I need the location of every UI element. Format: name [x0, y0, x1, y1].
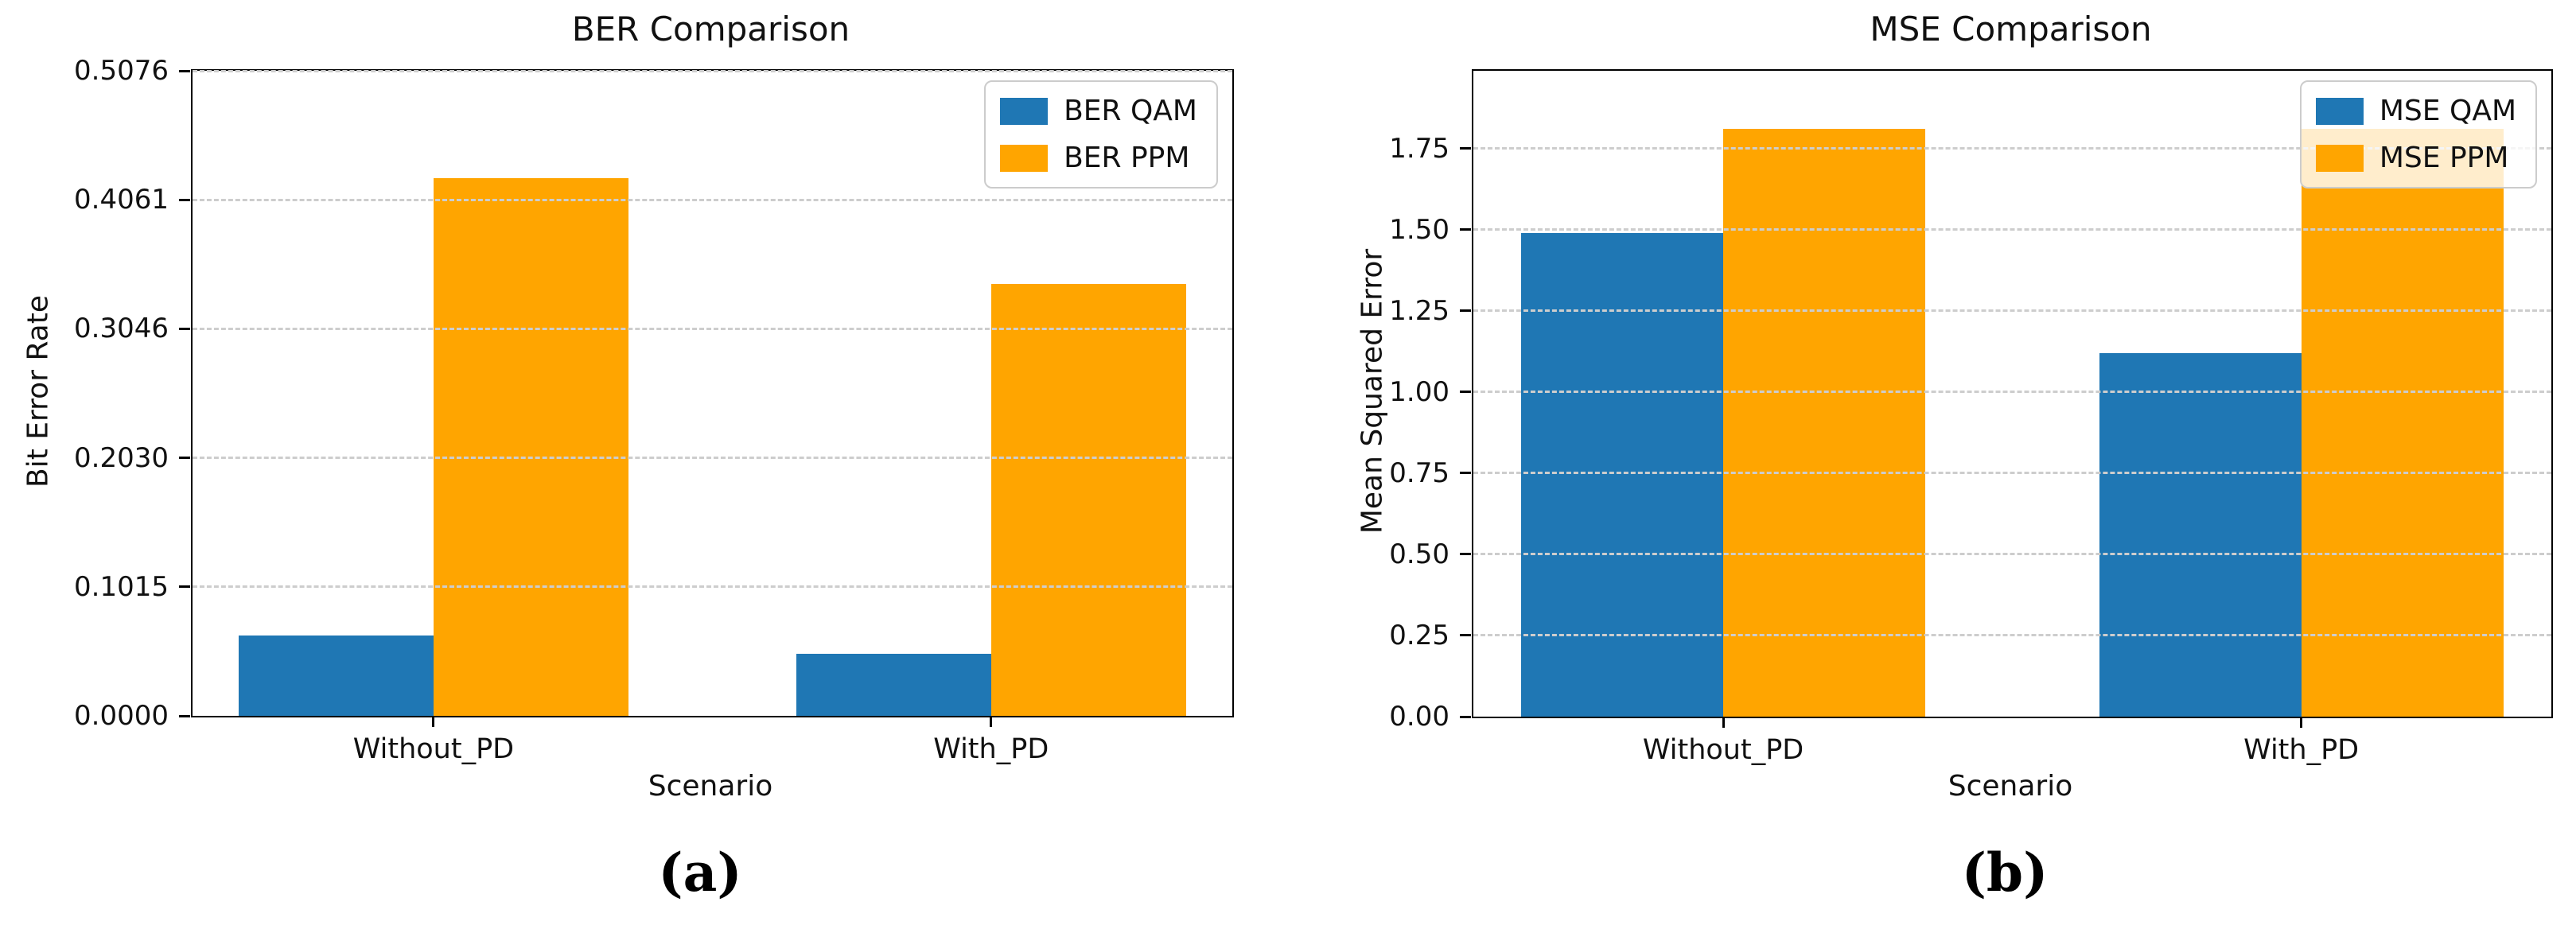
chart-title: MSE Comparison — [1870, 10, 2152, 49]
y-tick-label: 1.75 — [1389, 132, 1449, 165]
bar-mse-qam-with_pd — [2099, 353, 2302, 717]
legend-swatch — [2315, 144, 2364, 172]
y-tick-label: 0.5076 — [74, 55, 169, 87]
legend-label: MSE PPM — [2379, 142, 2509, 174]
y-tick-label: 1.25 — [1389, 294, 1449, 327]
y-tick-mark — [179, 457, 190, 460]
chart-ber: BER Comparison Bit Error Rate 0.0000 0.10… — [22, 10, 1234, 904]
y-tick-mark — [1460, 228, 1471, 231]
gridline — [1473, 634, 2551, 637]
y-tick-label: 0.0000 — [74, 700, 169, 732]
x-tick-mark — [432, 716, 435, 727]
y-tick-label: 0.25 — [1389, 619, 1449, 651]
y-tick-mark — [179, 585, 190, 589]
y-tick-label: 1.00 — [1389, 375, 1449, 408]
y-tick-mark — [1460, 472, 1471, 475]
bar-mse-ppm-with_pd — [2301, 129, 2504, 717]
y-tick-mark — [179, 327, 190, 330]
bar-mse-ppm-without_pd — [1723, 129, 1925, 717]
y-tick-label: 0.4061 — [74, 184, 169, 216]
y-tick-mark — [1460, 391, 1471, 394]
gridline — [1473, 472, 2551, 475]
gridline — [193, 585, 1232, 589]
bar-mse-qam-without_pd — [1521, 233, 1724, 717]
x-tick-label: Without_PD — [352, 733, 515, 765]
y-tick-label: 0.75 — [1389, 457, 1449, 489]
gridline — [1473, 228, 2551, 231]
x-axis-label: Scenario — [1948, 770, 2073, 803]
y-tick-mark — [1460, 634, 1471, 637]
x-tick-label: With_PD — [933, 733, 1049, 765]
legend-label: BER QAM — [1064, 95, 1197, 127]
bar-ber-ppm-without_pd — [433, 178, 628, 716]
legend-label: BER PPM — [1064, 142, 1190, 174]
y-tick-mark — [179, 198, 190, 201]
legend-label: MSE QAM — [2379, 95, 2516, 127]
gridline — [1473, 391, 2551, 394]
y-tick-label: 1.50 — [1389, 213, 1449, 246]
y-tick-label: 0.3046 — [74, 313, 169, 345]
chart-mse: MSE Comparison Mean Squared Error 0.00 0.… — [1289, 0, 2576, 929]
x-axis-label: Scenario — [648, 770, 773, 803]
caption-b: (b) — [1961, 842, 2049, 904]
x-tick-mark — [1722, 717, 1725, 728]
legend-swatch — [1000, 144, 1049, 172]
legend-swatch — [1000, 97, 1049, 125]
legend-row: MSE QAM — [2315, 95, 2516, 127]
y-tick-label: 0.1015 — [74, 570, 169, 603]
legend-swatch — [2315, 97, 2364, 125]
y-tick-label: 0.50 — [1389, 538, 1449, 570]
x-tick-mark — [990, 716, 993, 727]
gridline — [193, 327, 1232, 330]
bar-ber-qam-without_pd — [239, 636, 434, 716]
bar-ber-ppm-with_pd — [990, 283, 1186, 716]
gridline — [1473, 553, 2551, 556]
plot-area: 0.0000 0.1015 0.2030 0.3046 0.4061 0.5076 With… — [74, 55, 1234, 765]
x-tick-mark — [2300, 717, 2303, 728]
y-tick-mark — [179, 69, 190, 72]
x-tick-label: Without_PD — [1642, 734, 1804, 766]
caption-a: (a) — [658, 842, 742, 904]
gridline — [1473, 147, 2551, 150]
legend-row: BER PPM — [1000, 142, 1197, 174]
gridline — [193, 69, 1232, 72]
legend-row: MSE PPM — [2315, 142, 2516, 174]
gridline — [1473, 309, 2551, 313]
y-tick-mark — [1460, 309, 1471, 313]
legend: MSE QAM MSE PPM — [2299, 80, 2537, 189]
plot-area: 0.00 0.25 0.50 0.75 1.00 1.25 1.50 1.75 Without_… — [1389, 69, 2553, 766]
y-tick-mark — [1460, 553, 1471, 556]
legend-row: BER QAM — [1000, 95, 1197, 127]
y-tick-label: 0.2030 — [74, 441, 169, 474]
legend: BER QAM BER PPM — [984, 80, 1218, 189]
x-tick-label: With_PD — [2243, 734, 2360, 766]
y-tick-mark — [1460, 715, 1471, 718]
gridline — [193, 457, 1232, 460]
chart-title: BER Comparison — [571, 10, 850, 49]
bar-ber-qam-with_pd — [796, 653, 991, 716]
gridline — [193, 198, 1232, 201]
y-tick-mark — [1460, 147, 1471, 150]
y-tick-mark — [179, 714, 190, 717]
y-tick-label: 0.00 — [1389, 701, 1449, 733]
